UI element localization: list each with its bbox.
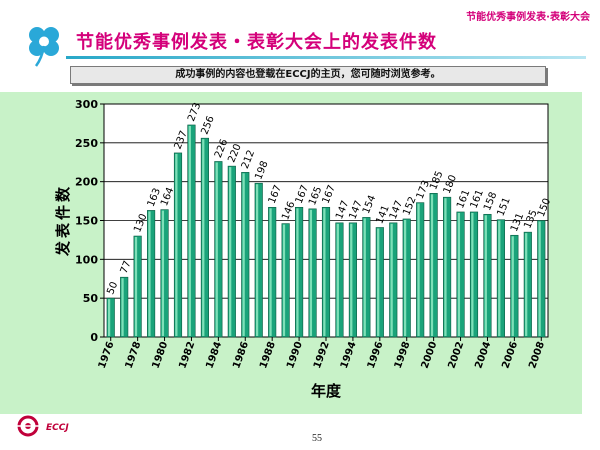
bar-highlight: [309, 209, 313, 336]
bar-highlight: [175, 153, 178, 336]
bar-highlight: [148, 211, 151, 336]
x-tick-label: 1990: [285, 340, 305, 370]
y-tick-label: 250: [75, 137, 98, 150]
bar: [173, 152, 183, 338]
bar: [120, 276, 129, 338]
bar-highlight: [471, 212, 474, 336]
y-tick-label: 100: [75, 253, 98, 266]
page-number: 55: [312, 433, 322, 444]
bar-highlight: [336, 223, 339, 336]
x-tick-label: 1994: [339, 340, 359, 370]
bar-highlight: [538, 221, 541, 336]
bar: [389, 222, 398, 338]
x-tick-label: 1980: [151, 340, 171, 370]
bar-highlight: [134, 237, 138, 336]
y-axis-label: 发表件数: [54, 184, 72, 257]
bar-highlight: [498, 220, 501, 336]
bar-highlight: [430, 194, 434, 336]
bar-chart: 5077130163164237273256226220212198167146…: [54, 98, 553, 400]
bar-highlight: [525, 233, 528, 336]
bar-highlight: [161, 210, 165, 336]
bar: [200, 137, 209, 338]
bar: [227, 165, 236, 338]
x-tick-label: 2006: [500, 340, 520, 370]
bar-highlight: [484, 215, 487, 336]
x-tick-label: 1984: [204, 340, 224, 370]
bar-highlight: [269, 208, 272, 336]
bar: [335, 222, 344, 338]
bar-highlight: [444, 198, 447, 336]
bar: [416, 202, 425, 338]
bar-highlight: [215, 162, 218, 336]
data-label: 50: [105, 280, 120, 296]
bar-highlight: [229, 167, 232, 336]
bar: [362, 217, 371, 338]
bar-highlight: [323, 208, 326, 336]
bar-highlight: [511, 236, 514, 336]
bar: [147, 210, 156, 338]
bar-highlight: [242, 173, 245, 336]
bar-highlight: [296, 208, 299, 336]
bar: [496, 219, 505, 338]
bar: [469, 211, 479, 338]
page-title: 节能优秀事例发表・表彰大会上的发表件数: [76, 32, 437, 53]
y-tick-label: 150: [75, 215, 98, 228]
bar-highlight: [202, 139, 205, 336]
y-tick-label: 200: [75, 176, 98, 189]
x-tick-label: 1976: [97, 340, 117, 370]
x-tick-label: 1988: [258, 340, 278, 370]
bar: [523, 231, 532, 338]
bar-highlight: [390, 223, 393, 336]
bar-highlight: [107, 299, 111, 336]
x-tick-label: 1982: [177, 340, 197, 370]
bar: [254, 182, 263, 338]
x-tick-label: 1992: [312, 340, 332, 370]
bar-highlight: [403, 219, 407, 336]
bar-highlight: [350, 223, 353, 336]
y-tick-label: 300: [75, 98, 98, 111]
bar-highlight: [121, 278, 124, 336]
x-tick-label: 1996: [366, 340, 386, 370]
bar: [443, 196, 452, 338]
bar-highlight: [417, 203, 420, 336]
bar-highlight: [457, 212, 461, 336]
footer-logo-text: ECCJ: [46, 423, 69, 433]
bar-highlight: [255, 184, 259, 336]
bar-highlight: [188, 125, 191, 336]
y-tick-label: 50: [83, 292, 99, 305]
bar-highlight: [363, 218, 366, 336]
eccj-logo-icon: [17, 415, 39, 437]
bar-highlight: [377, 228, 380, 336]
x-axis-label: 年度: [311, 382, 342, 400]
y-tick-label: 0: [90, 331, 98, 344]
x-tick-label: 2004: [473, 340, 493, 370]
title-underline: [66, 56, 586, 59]
x-tick-label: 2008: [527, 340, 547, 370]
x-tick-label: 1978: [124, 340, 144, 370]
x-tick-label: 1986: [231, 340, 251, 370]
x-tick-label: 1998: [393, 340, 413, 370]
bar: [281, 223, 290, 338]
corner-label: 节能优秀事例发表·表彰大会: [466, 12, 590, 23]
data-label: 77: [119, 259, 134, 275]
clover-logo-icon: [29, 27, 59, 67]
x-tick-label: 2002: [447, 340, 467, 370]
bar-highlight: [282, 224, 286, 336]
x-tick-label: 2000: [420, 340, 440, 370]
notice-banner: 成功事例的内容也登载在ECCJ的主页，您可随时浏览参考。: [70, 66, 546, 84]
bar: [308, 208, 317, 338]
